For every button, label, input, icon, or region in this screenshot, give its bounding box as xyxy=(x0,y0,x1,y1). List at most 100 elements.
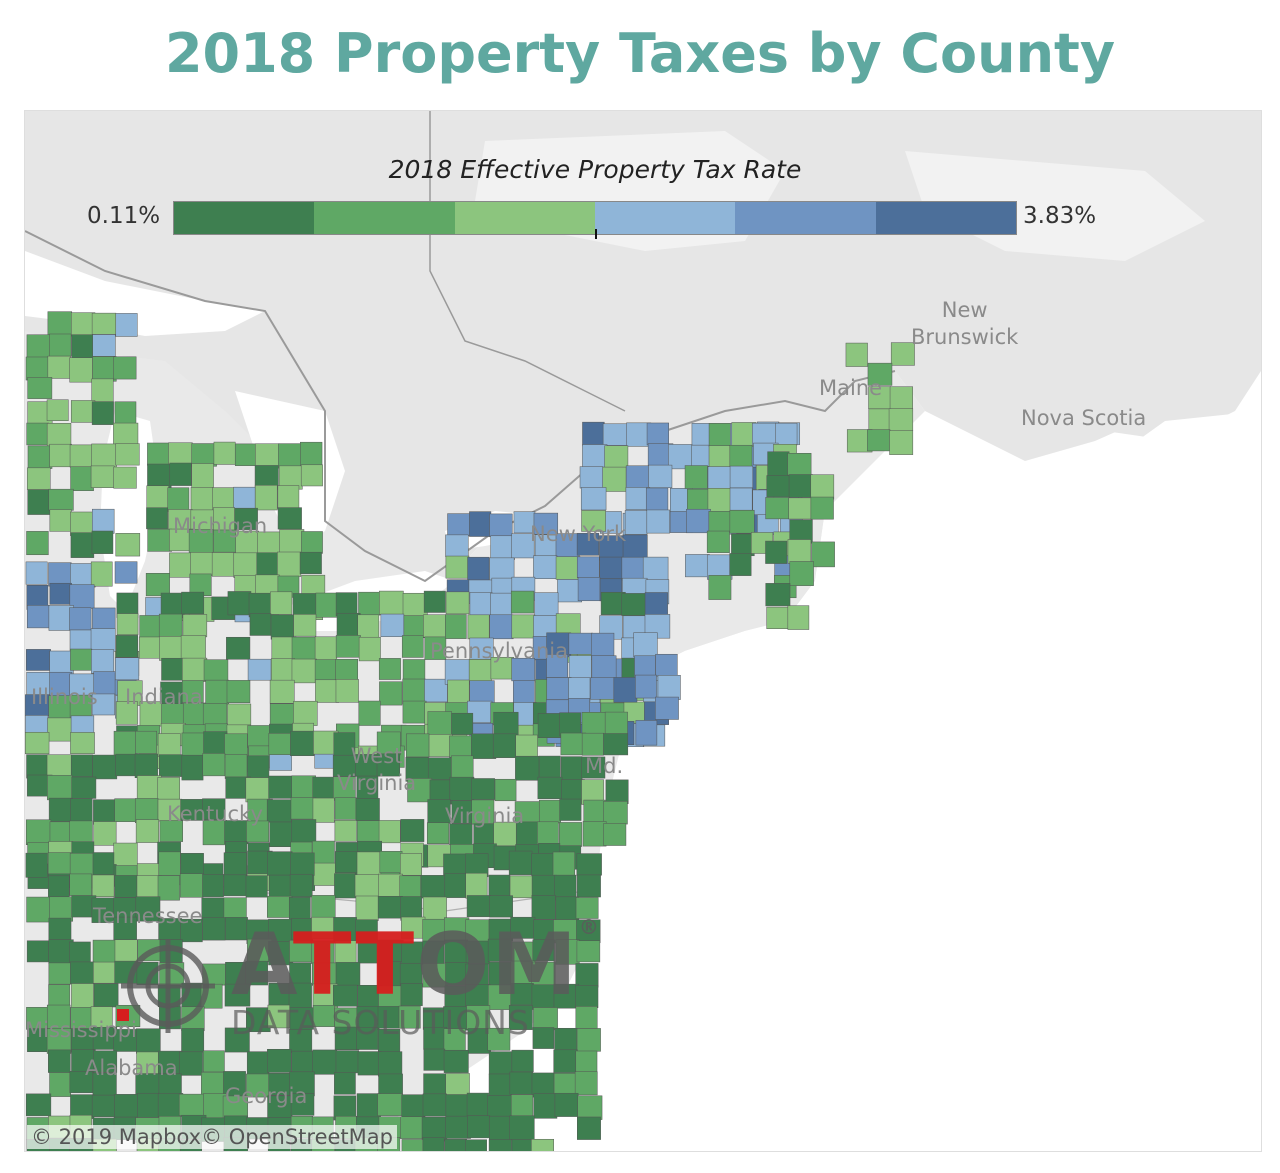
county-shape[interactable] xyxy=(48,1049,71,1073)
county-shape[interactable] xyxy=(427,711,452,736)
county-shape[interactable] xyxy=(26,531,49,556)
county-shape[interactable] xyxy=(555,556,581,580)
county-shape[interactable] xyxy=(70,798,93,822)
county-shape[interactable] xyxy=(488,1073,513,1098)
county-shape[interactable] xyxy=(334,1072,356,1095)
county-shape[interactable] xyxy=(583,799,606,823)
county-shape[interactable] xyxy=(582,821,607,847)
county-shape[interactable] xyxy=(114,561,138,584)
county-shape[interactable] xyxy=(559,798,582,821)
county-shape[interactable] xyxy=(277,507,302,530)
county-shape[interactable] xyxy=(25,852,48,878)
county-shape[interactable] xyxy=(451,755,474,780)
county-shape[interactable] xyxy=(181,754,204,781)
county-shape[interactable] xyxy=(49,443,72,468)
county-shape[interactable] xyxy=(69,852,94,878)
county-shape[interactable] xyxy=(604,445,629,471)
county-shape[interactable] xyxy=(203,731,228,757)
county-shape[interactable] xyxy=(591,632,615,657)
county-shape[interactable] xyxy=(47,311,73,336)
county-shape[interactable] xyxy=(532,939,555,962)
county-shape[interactable] xyxy=(254,484,278,511)
county-shape[interactable] xyxy=(335,592,358,617)
county-shape[interactable] xyxy=(335,1050,359,1074)
county-shape[interactable] xyxy=(289,1071,315,1097)
county-shape[interactable] xyxy=(226,636,251,660)
county-shape[interactable] xyxy=(114,875,138,898)
county-shape[interactable] xyxy=(25,819,52,845)
county-shape[interactable] xyxy=(277,485,300,509)
county-shape[interactable] xyxy=(867,429,891,452)
county-shape[interactable] xyxy=(379,851,403,874)
county-shape[interactable] xyxy=(134,753,158,778)
county-shape[interactable] xyxy=(538,799,561,824)
county-shape[interactable] xyxy=(423,1048,446,1071)
county-shape[interactable] xyxy=(48,962,72,985)
county-shape[interactable] xyxy=(579,466,604,489)
county-shape[interactable] xyxy=(289,873,313,898)
county-shape[interactable] xyxy=(47,775,73,801)
county-shape[interactable] xyxy=(159,636,183,661)
county-shape[interactable] xyxy=(621,593,647,616)
county-shape[interactable] xyxy=(278,443,302,469)
county-shape[interactable] xyxy=(70,648,93,671)
county-shape[interactable] xyxy=(554,1092,579,1117)
county-shape[interactable] xyxy=(113,356,137,380)
county-shape[interactable] xyxy=(599,556,623,579)
county-shape[interactable] xyxy=(488,874,511,897)
county-shape[interactable] xyxy=(91,508,115,534)
county-shape[interactable] xyxy=(558,822,583,847)
county-shape[interactable] xyxy=(646,422,669,446)
county-shape[interactable] xyxy=(515,755,540,781)
county-shape[interactable] xyxy=(508,850,533,876)
county-shape[interactable] xyxy=(354,874,380,897)
county-shape[interactable] xyxy=(633,632,658,658)
county-shape[interactable] xyxy=(146,485,169,510)
county-shape[interactable] xyxy=(312,1049,338,1075)
county-shape[interactable] xyxy=(868,408,893,433)
county-shape[interactable] xyxy=(91,312,117,335)
county-shape[interactable] xyxy=(290,1093,315,1116)
county-shape[interactable] xyxy=(157,733,181,757)
county-shape[interactable] xyxy=(256,552,281,577)
county-shape[interactable] xyxy=(534,592,559,617)
county-shape[interactable] xyxy=(115,657,140,681)
county-shape[interactable] xyxy=(191,463,214,489)
county-shape[interactable] xyxy=(181,680,204,703)
county-shape[interactable] xyxy=(467,556,490,581)
county-shape[interactable] xyxy=(553,1072,579,1096)
county-shape[interactable] xyxy=(224,753,248,779)
county-shape[interactable] xyxy=(49,582,72,605)
county-shape[interactable] xyxy=(145,573,170,597)
county-shape[interactable] xyxy=(25,1093,52,1117)
county-shape[interactable] xyxy=(93,1050,118,1073)
county-shape[interactable] xyxy=(765,583,791,607)
county-shape[interactable] xyxy=(26,649,51,671)
county-shape[interactable] xyxy=(114,1094,140,1118)
county-shape[interactable] xyxy=(729,553,752,576)
county-shape[interactable] xyxy=(48,797,73,822)
county-shape[interactable] xyxy=(729,509,755,534)
county-shape[interactable] xyxy=(313,862,338,886)
county-shape[interactable] xyxy=(787,453,812,476)
county-shape[interactable] xyxy=(92,852,115,876)
county-shape[interactable] xyxy=(270,591,293,615)
county-shape[interactable] xyxy=(787,539,812,564)
county-shape[interactable] xyxy=(686,508,711,534)
county-shape[interactable] xyxy=(358,700,381,726)
county-shape[interactable] xyxy=(268,874,293,898)
county-shape[interactable] xyxy=(646,509,670,534)
county-shape[interactable] xyxy=(845,342,868,367)
county-shape[interactable] xyxy=(577,1116,601,1140)
county-shape[interactable] xyxy=(377,1093,403,1116)
county-shape[interactable] xyxy=(269,679,295,704)
county-shape[interactable] xyxy=(179,1051,203,1076)
county-shape[interactable] xyxy=(423,590,446,613)
county-shape[interactable] xyxy=(267,1048,292,1073)
county-shape[interactable] xyxy=(489,614,514,640)
county-shape[interactable] xyxy=(70,400,96,423)
county-shape[interactable] xyxy=(378,658,401,680)
county-shape[interactable] xyxy=(224,1027,250,1053)
county-shape[interactable] xyxy=(49,1072,71,1097)
county-shape[interactable] xyxy=(402,678,426,704)
